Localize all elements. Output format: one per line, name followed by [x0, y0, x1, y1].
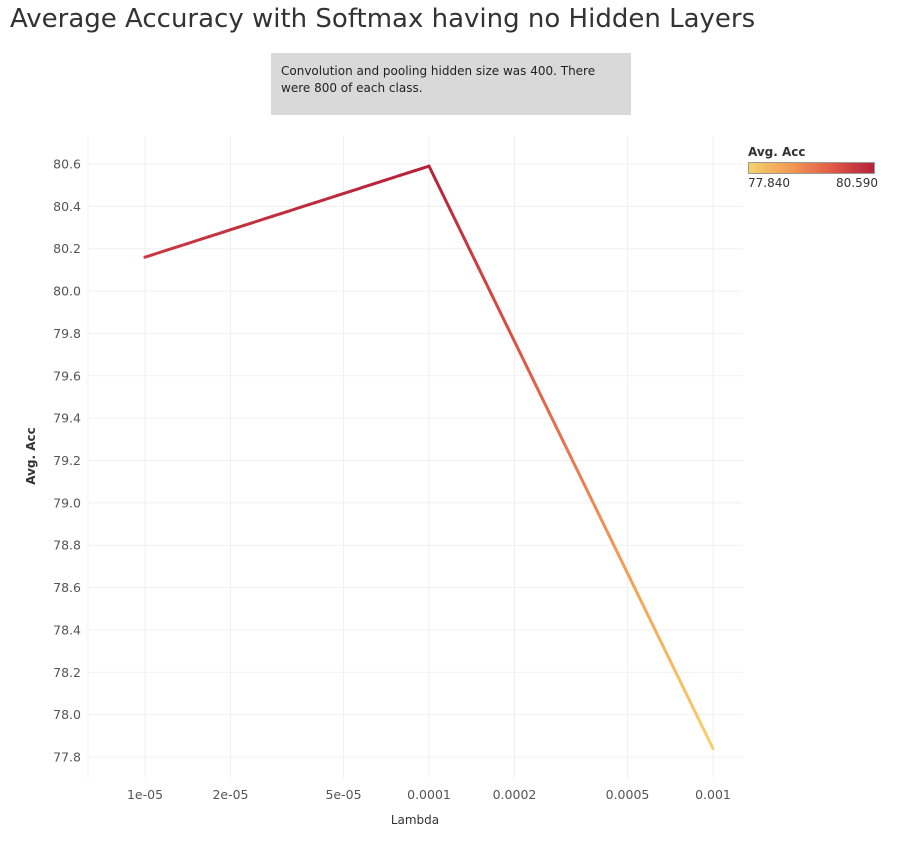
- line-segment: [477, 266, 488, 285]
- line-segment: [505, 324, 516, 343]
- y-tick-label: 79.4: [53, 411, 81, 426]
- line-segment: [548, 412, 559, 430]
- x-tick-label: 5e-05: [325, 787, 361, 802]
- line-segment: [612, 543, 623, 561]
- y-tick-label: 78.4: [53, 622, 81, 637]
- line-segment: [441, 193, 452, 212]
- line-segment: [654, 630, 665, 649]
- line-segment: [470, 251, 481, 270]
- line-segment: [668, 659, 679, 678]
- line-segment: [661, 645, 672, 663]
- line-segment: [534, 383, 545, 401]
- x-tick-label: 0.001: [695, 787, 731, 802]
- y-tick-label: 79.6: [53, 368, 81, 383]
- data-point[interactable]: [711, 747, 715, 751]
- line-segment: [676, 674, 687, 692]
- x-tick-label: 0.0005: [606, 787, 650, 802]
- y-tick-label: 79.8: [53, 326, 81, 341]
- line-segment: [512, 339, 523, 357]
- y-tick-label: 78.2: [53, 665, 81, 680]
- line-segment: [463, 237, 474, 255]
- line-segment: [590, 499, 601, 518]
- line-segment: [626, 572, 637, 590]
- y-tick-label: 80.0: [53, 284, 81, 299]
- line-segment: [562, 441, 573, 459]
- line-segment: [434, 179, 445, 197]
- y-axis-label: Avg. Acc: [24, 427, 38, 485]
- line-segment: [484, 281, 495, 299]
- line-segment: [555, 426, 566, 445]
- x-axis: 1e-05 2e-05 5e-05 0.0001 0.0002 0.0005 0.001: [127, 787, 731, 802]
- line-segment: [647, 615, 658, 634]
- data-point[interactable]: [427, 164, 431, 168]
- chart-title: Average Accuracy with Softmax having no …: [10, 4, 756, 34]
- y-tick-label: 79.2: [53, 453, 81, 468]
- line-segment: [448, 208, 459, 226]
- legend-max-label: 80.590: [836, 176, 878, 190]
- line-segment: [605, 528, 616, 547]
- line-segment: [455, 222, 466, 241]
- legend-min-label: 77.840: [748, 176, 790, 190]
- y-tick-label: 78.8: [53, 538, 81, 553]
- line-segment: [427, 164, 438, 183]
- y-tick-label: 78.6: [53, 580, 81, 595]
- y-tick-label: 77.8: [53, 750, 81, 765]
- y-axis: 77.8 78.0 78.2 78.4 78.6 78.8 79.0 79.2 79.4 79.6…: [53, 157, 81, 765]
- x-axis-label: Lambda: [391, 813, 439, 827]
- line-segment: [576, 470, 587, 488]
- line-segment: [690, 703, 701, 721]
- line-segment: [541, 397, 552, 416]
- grid-lines: [87, 136, 743, 778]
- line-segment: [491, 295, 502, 314]
- x-tick-label: 0.0001: [407, 787, 451, 802]
- line-segment: [583, 484, 594, 503]
- line-segment: [683, 688, 694, 707]
- y-tick-label: 80.2: [53, 241, 81, 256]
- line-segment: [633, 586, 644, 605]
- y-tick-label: 78.0: [53, 707, 81, 722]
- y-tick-label: 80.6: [53, 157, 81, 172]
- color-legend: Avg. Acc 77.840 80.590: [748, 145, 880, 190]
- series-line: [143, 164, 715, 751]
- data-point[interactable]: [143, 255, 147, 259]
- x-tick-label: 2e-05: [212, 787, 248, 802]
- line-segment: [697, 717, 708, 736]
- x-tick-label: 1e-05: [127, 787, 163, 802]
- line-segment: [519, 353, 530, 372]
- legend-title: Avg. Acc: [748, 145, 806, 159]
- line-segment: [619, 557, 630, 576]
- line-segment: [597, 514, 608, 532]
- line-segment: [640, 601, 651, 619]
- line-segment: [526, 368, 537, 387]
- line-segment: [704, 732, 715, 751]
- y-tick-label: 79.0: [53, 495, 81, 510]
- legend-gradient-bar: [748, 162, 875, 174]
- annotation-box: Convolution and pooling hidden size was …: [271, 53, 631, 115]
- line-segment: [569, 455, 580, 474]
- y-tick-label: 80.4: [53, 199, 81, 214]
- x-tick-label: 0.0002: [493, 787, 537, 802]
- line-segment: [498, 310, 509, 328]
